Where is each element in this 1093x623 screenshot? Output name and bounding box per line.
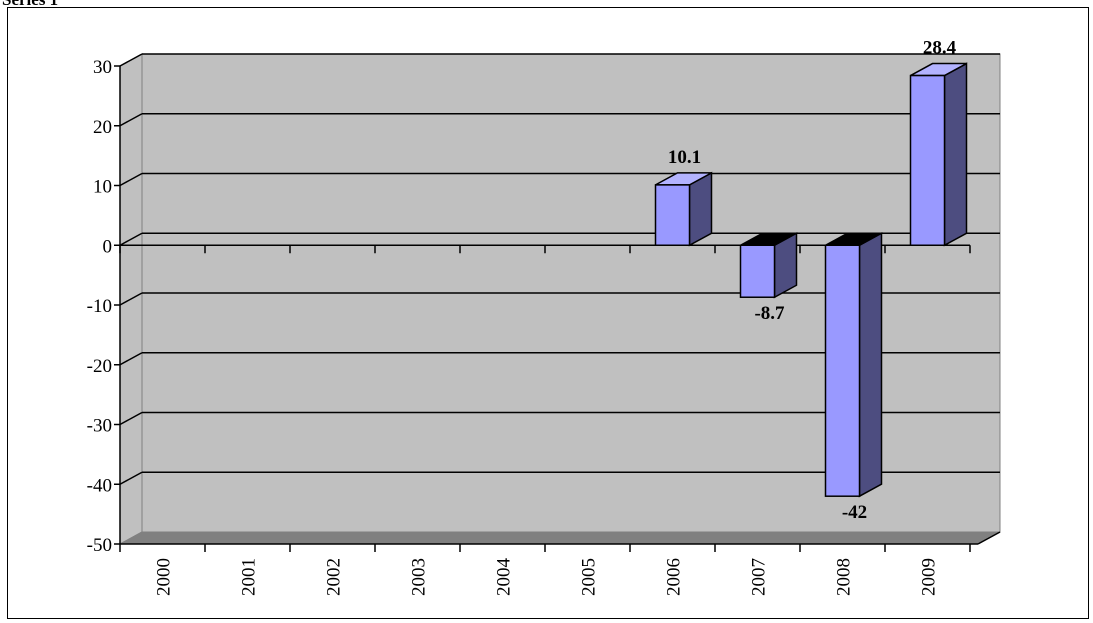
chart-frame: 30 20 10 0 -10 -20 -30 -40 -50 2000 2001 2002 2003 20…	[7, 7, 1089, 619]
x-tick-label: 2005	[579, 558, 600, 596]
y-tick-label: -30	[87, 416, 112, 437]
data-label: 28.4	[923, 38, 957, 59]
y-tick-label: 0	[103, 236, 113, 257]
floor	[119, 531, 1001, 545]
y-tick-label: 10	[93, 177, 112, 198]
y-tick-label: -20	[87, 356, 112, 377]
x-tick-label: 2004	[494, 558, 515, 597]
chart-title: Series 1	[2, 0, 58, 10]
bar	[654, 184, 691, 246]
gridline-depth	[119, 352, 143, 366]
bar-chart: 30 20 10 0 -10 -20 -30 -40 -50 2000 2001 2002 2003 20…	[87, 38, 1001, 597]
x-tick-label: 2009	[919, 558, 940, 596]
bar-side	[943, 62, 968, 247]
bar	[909, 74, 946, 246]
gridline-depth	[119, 471, 143, 485]
x-tick-label: 2006	[664, 558, 685, 596]
gridline-depth	[119, 53, 143, 67]
bar-side	[858, 231, 883, 498]
x-tick-label: 2003	[409, 558, 430, 596]
gridline-depth	[119, 172, 143, 187]
x-tick-label: 2002	[324, 558, 345, 596]
x-tick-label: 2008	[834, 558, 855, 596]
y-tick-label: 30	[93, 57, 112, 78]
data-labels: 10.1 -8.7 -42 28.4	[668, 38, 957, 524]
gridline-depth	[119, 113, 143, 127]
bars	[654, 62, 968, 498]
data-label: 10.1	[668, 147, 701, 168]
gridline-depth	[119, 232, 143, 246]
y-tick-label: 20	[93, 117, 112, 138]
gridline-depth	[119, 411, 143, 426]
y-tick-label: -10	[87, 296, 112, 317]
x-tick-label: 2007	[749, 558, 770, 596]
bar	[824, 244, 861, 497]
gridline-depth	[119, 292, 143, 306]
x-axis-base-depth	[977, 531, 1001, 545]
y-tick-label: -50	[87, 535, 112, 556]
y-tick-label: -40	[87, 475, 112, 496]
x-tick-label: 2001	[239, 558, 260, 596]
bar	[739, 244, 776, 298]
data-label: -8.7	[754, 303, 785, 324]
data-label: -42	[842, 502, 867, 523]
x-tick-label: 2000	[154, 558, 175, 596]
